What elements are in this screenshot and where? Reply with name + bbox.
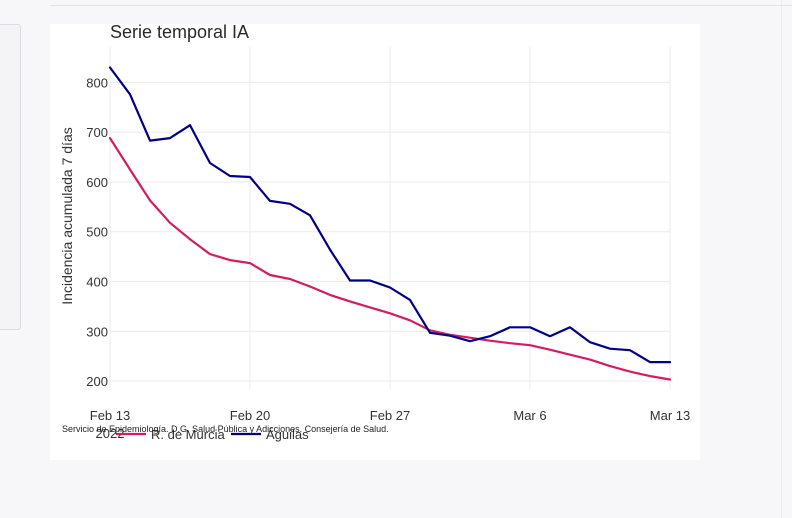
data-point[interactable] [327,292,333,298]
legend-label: Águilas [266,427,309,442]
series-lines [107,64,673,383]
data-point[interactable] [127,91,133,97]
data-point[interactable] [227,257,233,263]
data-point[interactable] [647,373,653,379]
data-point[interactable] [367,304,373,310]
data-point[interactable] [447,333,453,339]
data-point[interactable] [247,174,253,180]
data-point[interactable] [387,310,393,316]
legend-item-1[interactable]: Águilas [231,427,309,442]
y-tick-label: 200 [86,374,108,389]
x-tick-sublabel: 2022 [96,426,125,441]
data-point[interactable] [347,277,353,283]
data-point[interactable] [147,138,153,144]
data-point[interactable] [227,173,233,179]
data-point[interactable] [647,359,653,365]
data-point[interactable] [127,167,133,173]
data-point[interactable] [547,333,553,339]
y-tick-label: 400 [86,274,108,289]
right-divider [781,0,782,518]
x-tick-label: Mar 13 [650,408,690,423]
y-tick-label: 600 [86,175,108,190]
data-point[interactable] [407,297,413,303]
source-footnote: Servicio de Epidemiología. D.G. Salud Pú… [62,424,389,434]
data-point[interactable] [107,135,113,141]
data-point[interactable] [367,277,373,283]
data-point[interactable] [147,197,153,203]
legend-item-0[interactable]: R. de Murcia [116,427,225,442]
data-point[interactable] [507,340,513,346]
data-point[interactable] [607,363,613,369]
data-point[interactable] [467,338,473,344]
y-tick-label: 500 [86,225,108,240]
data-point[interactable] [407,317,413,323]
legend-label: R. de Murcia [151,427,225,442]
data-point[interactable] [207,160,213,166]
series-line-0 [108,136,672,381]
data-point[interactable] [167,220,173,226]
data-point[interactable] [527,324,533,330]
data-point[interactable] [347,298,353,304]
x-tick-label: Feb 13 [90,408,130,423]
side-panel [0,24,21,330]
chart-card: 200 300 400 500 600 700 800 Feb 13 2022 Feb 20 Fe… [50,22,700,460]
data-point[interactable] [627,347,633,353]
data-point[interactable] [567,352,573,358]
data-point[interactable] [307,283,313,289]
data-point[interactable] [267,198,273,204]
data-point[interactable] [667,359,673,365]
legend: R. de Murcia Águilas [116,427,309,442]
data-point[interactable] [427,330,433,336]
data-point[interactable] [587,339,593,345]
y-tick-labels: 200 300 400 500 600 700 800 [86,75,108,389]
top-divider [50,5,792,6]
data-point[interactable] [287,276,293,282]
data-point[interactable] [527,342,533,348]
x-tick-label: Feb 27 [370,408,410,423]
data-point[interactable] [667,377,673,383]
data-point[interactable] [287,201,293,207]
data-point[interactable] [587,357,593,363]
chart-title: Serie temporal IA [110,24,249,42]
data-point[interactable] [247,260,253,266]
data-point[interactable] [327,247,333,253]
y-tick-label: 300 [86,324,108,339]
data-point[interactable] [547,347,553,353]
series-line-1 [108,66,672,364]
data-point[interactable] [187,236,193,242]
data-point[interactable] [627,369,633,375]
y-tick-label: 700 [86,125,108,140]
data-point[interactable] [387,284,393,290]
data-point[interactable] [507,324,513,330]
gridlines [109,47,671,390]
data-point[interactable] [567,324,573,330]
data-point[interactable] [307,212,313,218]
data-point[interactable] [607,346,613,352]
data-point[interactable] [207,251,213,257]
x-tick-label: Feb 20 [230,408,270,423]
x-tick-label: Mar 6 [513,408,546,423]
data-point[interactable] [187,122,193,128]
data-point[interactable] [107,64,113,70]
x-tick-labels: Feb 13 2022 Feb 20 Feb 27 Mar 6 Mar 13 [90,408,690,441]
data-point[interactable] [487,333,493,339]
y-tick-label: 800 [86,75,108,90]
y-axis-label: Incidencia acumulada 7 días [59,127,75,304]
data-point[interactable] [167,135,173,141]
data-point[interactable] [267,272,273,278]
